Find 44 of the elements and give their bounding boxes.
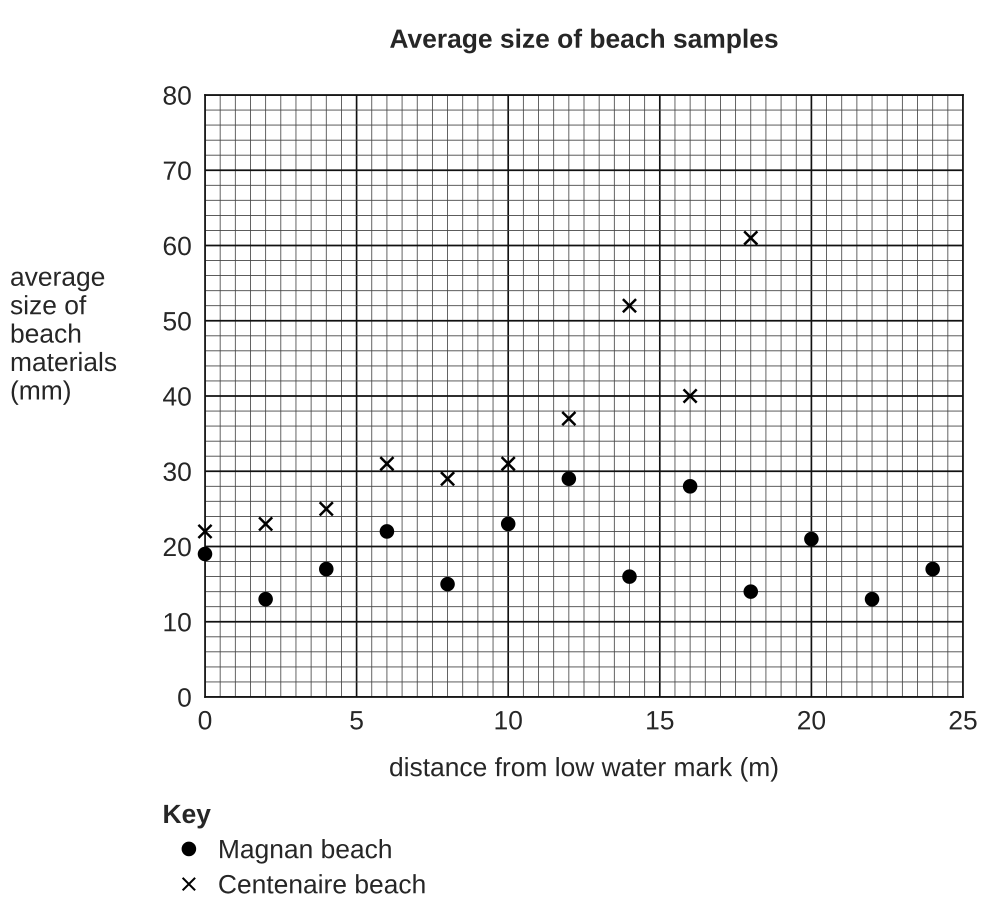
point [622, 298, 638, 314]
point [682, 388, 698, 404]
y-tick-label: 40 [163, 387, 191, 406]
point [440, 470, 456, 487]
y-tick-label: 0 [178, 688, 191, 707]
y-tick-label: 30 [163, 462, 191, 482]
point [742, 230, 759, 246]
point [197, 524, 213, 540]
y-tick-label: 50 [164, 312, 191, 331]
point [864, 592, 880, 606]
x-tick-label: 20 [798, 710, 826, 730]
point [198, 546, 212, 562]
point [622, 569, 637, 584]
point [561, 410, 577, 426]
legend-label: Magnan beach [220, 839, 391, 864]
point [682, 479, 698, 494]
point [562, 471, 576, 486]
point [258, 516, 274, 532]
x-axis-title: distance from low water mark (m) [390, 757, 778, 782]
x-tick-label: 25 [950, 710, 977, 730]
legend-title: Key [164, 804, 211, 828]
x-tick-label: 0 [198, 710, 212, 730]
y-tick-label: 80 [164, 86, 191, 105]
y-tick-label: 10 [164, 612, 191, 632]
y-tick-label: 70 [164, 161, 191, 180]
point [500, 516, 516, 532]
y-tick-label: 20 [164, 538, 191, 556]
point [380, 524, 394, 539]
point [743, 584, 758, 599]
y-axis-title: average size of beach materials (mm) [10, 272, 116, 405]
point [804, 532, 819, 546]
point [925, 562, 940, 576]
point [440, 576, 455, 592]
legend-label: Centenaire beach [219, 874, 425, 894]
x-tick-label: 5 [350, 711, 363, 730]
x-tick-label: 15 [647, 711, 674, 730]
chart-title: Average size of beach samples [390, 28, 778, 54]
point [318, 501, 334, 517]
point [318, 562, 334, 576]
point [500, 456, 516, 472]
point [379, 456, 395, 472]
y-tick-label: 60 [164, 236, 191, 256]
point [258, 592, 273, 606]
x-tick-label: 10 [496, 710, 522, 730]
